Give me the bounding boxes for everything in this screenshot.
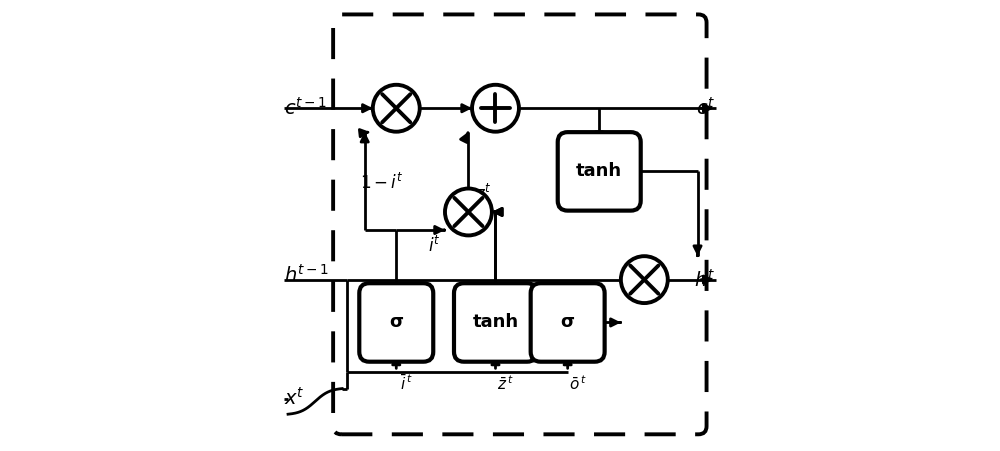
Text: $\bar{o}\,^{t}$: $\bar{o}\,^{t}$ — [569, 374, 587, 393]
Circle shape — [373, 85, 420, 132]
Circle shape — [445, 189, 492, 235]
Text: $z^{t}$: $z^{t}$ — [475, 184, 492, 204]
FancyBboxPatch shape — [558, 132, 641, 211]
Text: $o^{t}$: $o^{t}$ — [576, 290, 594, 310]
Text: $\bar{i}\,^{t}$: $\bar{i}\,^{t}$ — [400, 374, 413, 393]
Text: σ: σ — [389, 313, 403, 331]
FancyBboxPatch shape — [454, 283, 537, 362]
Text: tanh: tanh — [472, 313, 519, 331]
FancyBboxPatch shape — [531, 283, 605, 362]
FancyBboxPatch shape — [359, 283, 433, 362]
Text: $h^{t}$: $h^{t}$ — [694, 269, 716, 290]
Text: $i^{t}$: $i^{t}$ — [428, 236, 441, 256]
Text: $\bar{z}\,^{t}$: $\bar{z}\,^{t}$ — [497, 374, 514, 393]
Text: σ: σ — [561, 313, 575, 331]
Text: $x^{t}$: $x^{t}$ — [284, 387, 305, 409]
Text: $1-i^{t}$: $1-i^{t}$ — [360, 173, 404, 193]
Text: $h^{t-1}$: $h^{t-1}$ — [284, 264, 330, 286]
Circle shape — [472, 85, 519, 132]
Text: tanh: tanh — [576, 162, 622, 180]
Text: $c^{t-1}$: $c^{t-1}$ — [284, 97, 328, 119]
Circle shape — [621, 256, 668, 303]
Text: $c^{t}$: $c^{t}$ — [696, 97, 716, 119]
